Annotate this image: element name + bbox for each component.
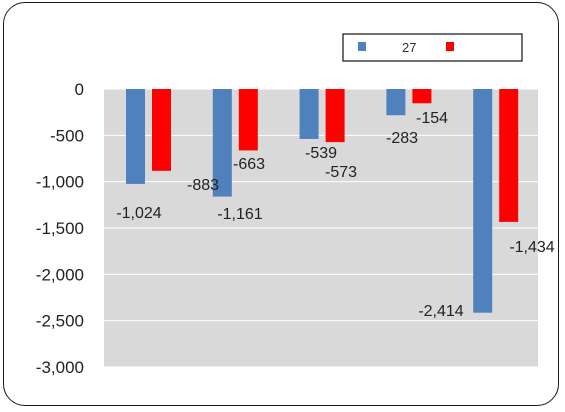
bar bbox=[126, 89, 145, 184]
bar bbox=[238, 89, 258, 151]
data-label: -1,024 bbox=[116, 205, 161, 222]
bar bbox=[386, 89, 406, 116]
bar bbox=[299, 89, 319, 139]
y-tick-label: -500 bbox=[50, 126, 84, 145]
y-tick-label: -2,000 bbox=[36, 265, 84, 284]
bar bbox=[152, 89, 171, 171]
legend-swatch bbox=[446, 42, 454, 51]
data-label: -154 bbox=[416, 110, 448, 127]
legend-swatch bbox=[358, 42, 366, 51]
bar bbox=[499, 89, 519, 222]
data-label: -1,434 bbox=[509, 239, 554, 256]
data-label: -283 bbox=[386, 130, 418, 147]
data-label: -539 bbox=[305, 145, 337, 162]
y-tick-label: -3,000 bbox=[36, 358, 84, 377]
data-label: -663 bbox=[233, 156, 265, 173]
bar bbox=[325, 89, 345, 143]
bar bbox=[473, 89, 493, 313]
data-label: -573 bbox=[325, 164, 357, 181]
y-tick-label: 0 bbox=[75, 80, 84, 99]
data-label: -1,161 bbox=[217, 206, 262, 223]
y-tick-label: -1,000 bbox=[36, 173, 84, 192]
y-tick-label: -1,500 bbox=[36, 219, 84, 238]
y-tick-label: -2,500 bbox=[36, 312, 84, 331]
data-label: -883 bbox=[187, 177, 219, 194]
bar bbox=[212, 89, 232, 197]
bar bbox=[412, 89, 432, 104]
legend-box bbox=[342, 33, 523, 62]
legend-label: 27 bbox=[402, 40, 416, 55]
data-label: -2,414 bbox=[418, 303, 463, 320]
